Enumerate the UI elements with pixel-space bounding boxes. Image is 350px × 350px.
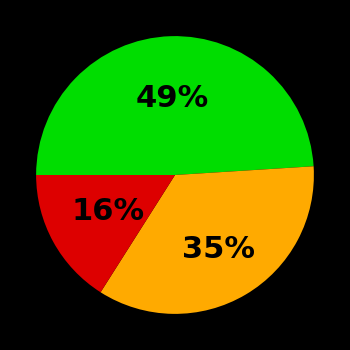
Wedge shape <box>36 175 175 292</box>
Wedge shape <box>100 166 314 314</box>
Text: 35%: 35% <box>182 234 256 264</box>
Text: 49%: 49% <box>136 84 209 113</box>
Wedge shape <box>36 36 314 175</box>
Text: 16%: 16% <box>71 197 145 226</box>
